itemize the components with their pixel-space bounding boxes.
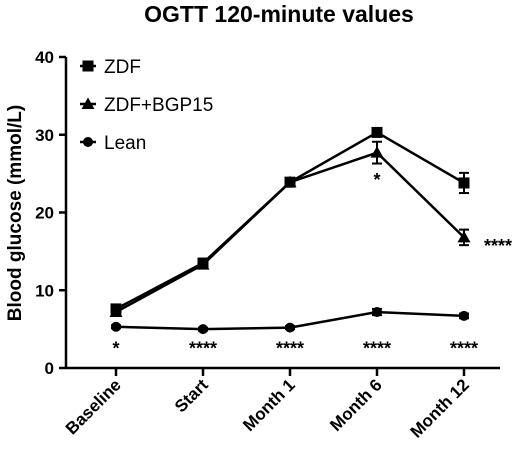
y-tick-label: 0 [45,359,54,378]
legend-label: ZDF+BGP15 [104,95,213,116]
x-tick-label: Month 1 [239,375,299,435]
y-tick-label: 30 [35,126,54,145]
data-point [370,146,384,158]
significance-marker: **** [189,339,217,359]
x-tick-label: Start [171,375,212,416]
data-point [109,305,123,318]
significance-marker: **** [363,339,391,359]
chart-title: OGTT 120-minute values [144,1,414,27]
data-point [196,258,210,270]
legend-label: ZDF [104,57,141,78]
legend-item: Lean [80,133,146,154]
data-point [457,230,471,243]
annotations: * **** **** **** ********* [112,170,512,359]
data-point [371,126,383,138]
significance-marker: * [373,170,380,190]
series-lean [111,307,469,335]
y-axis-label: Blood glucose (mmol/L) [5,105,26,321]
legend-marker [81,97,95,109]
data-point [372,307,382,318]
legend-item: ZDF+BGP15 [80,95,213,116]
data-point [285,322,295,333]
data-point [459,310,469,321]
y-tick-label: 40 [35,48,54,67]
significance-marker: * [112,339,119,359]
y-tick-label: 10 [35,281,54,300]
significance-marker: **** [450,339,478,359]
data-point [198,324,208,335]
x-tick-label: Month 6 [326,375,386,435]
y-tick-label: 20 [35,204,54,223]
legend: ZDF ZDF+BGP15 Lean [80,57,213,154]
x-tick-label: Month 12 [407,375,473,441]
legend-label: Lean [104,133,146,154]
data-point [283,175,297,188]
series-zdf-bgp15 [109,140,471,318]
significance-marker: **** [484,236,512,256]
series-layer [109,126,471,335]
legend-marker [82,60,94,72]
x-tick-label: Baseline [62,375,125,438]
legend-item: ZDF [80,57,141,78]
legend-marker [83,137,93,147]
data-point [458,177,470,189]
data-point [111,321,121,332]
significance-marker: **** [276,339,304,359]
